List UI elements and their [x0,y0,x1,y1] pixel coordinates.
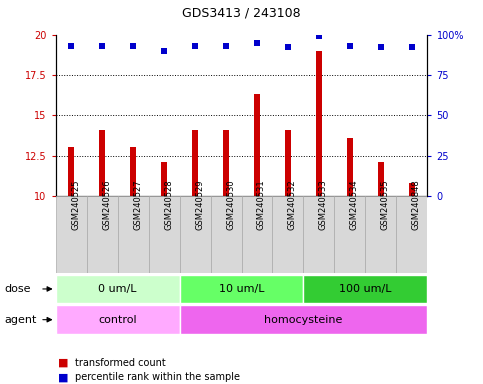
Text: 100 um/L: 100 um/L [339,284,392,294]
Point [377,45,385,51]
Text: GSM240535: GSM240535 [381,180,390,230]
Bar [223,130,229,196]
Bar [397,196,427,273]
Bar [68,147,74,196]
Bar [117,196,149,273]
Bar [180,196,211,273]
Text: GSM240534: GSM240534 [350,180,359,230]
Text: ■: ■ [58,372,69,382]
Text: GSM240526: GSM240526 [102,180,111,230]
Text: percentile rank within the sample: percentile rank within the sample [75,372,240,382]
Text: GDS3413 / 243108: GDS3413 / 243108 [182,6,301,19]
Text: transformed count: transformed count [75,358,166,368]
Bar [99,130,105,196]
Bar [149,196,180,273]
Bar [211,196,242,273]
Point [191,43,199,49]
Bar [272,196,303,273]
Bar [366,196,397,273]
Point [129,43,137,49]
Bar [347,138,353,196]
Text: GSM240531: GSM240531 [257,180,266,230]
Bar [192,130,198,196]
Text: agent: agent [5,314,37,325]
Point [98,43,106,49]
Bar [285,130,291,196]
Bar [86,196,117,273]
Bar [56,196,86,273]
Bar [130,147,136,196]
Bar [334,196,366,273]
Bar [180,275,303,303]
Text: GSM240848: GSM240848 [412,180,421,230]
Bar [254,94,260,196]
Bar [56,275,180,303]
Text: GSM240533: GSM240533 [319,180,328,230]
Point [346,43,354,49]
Bar [316,51,322,196]
Bar [56,305,180,334]
Text: 0 um/L: 0 um/L [98,284,137,294]
Point [315,33,323,39]
Bar [303,275,427,303]
Text: GSM240529: GSM240529 [195,180,204,230]
Text: GSM240530: GSM240530 [226,180,235,230]
Text: homocysteine: homocysteine [264,314,342,325]
Bar [409,183,415,196]
Point [284,45,292,51]
Text: GSM240525: GSM240525 [71,180,80,230]
Text: ■: ■ [58,358,69,368]
Text: GSM240532: GSM240532 [288,180,297,230]
Bar [242,196,272,273]
Point [253,40,261,46]
Text: GSM240527: GSM240527 [133,180,142,230]
Text: 10 um/L: 10 um/L [219,284,264,294]
Point [222,43,230,49]
Text: dose: dose [5,284,31,294]
Point [408,45,416,51]
Text: GSM240528: GSM240528 [164,180,173,230]
Point [160,48,168,54]
Bar [180,305,427,334]
Bar [161,162,167,196]
Bar [303,196,334,273]
Text: control: control [98,314,137,325]
Bar [378,162,384,196]
Point [67,43,75,49]
